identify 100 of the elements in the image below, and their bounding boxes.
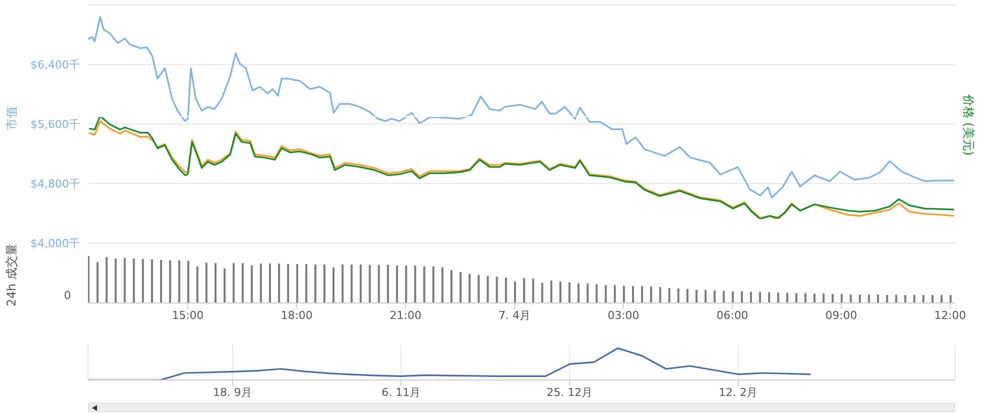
y-tick-label: $5,600千: [30, 118, 80, 131]
bar: [196, 266, 198, 303]
bar: [686, 288, 688, 303]
bar: [677, 288, 680, 303]
bar: [704, 290, 707, 303]
bar: [586, 283, 589, 303]
bar: [523, 278, 526, 303]
bar: [478, 274, 480, 303]
bar: [205, 262, 208, 303]
bar: [150, 259, 153, 303]
bar: [895, 295, 898, 303]
bar: [732, 291, 734, 303]
bar: [668, 288, 670, 303]
bar: [904, 295, 906, 303]
bar: [596, 284, 598, 303]
bar: [714, 290, 716, 303]
bar: [296, 264, 298, 303]
bar: [868, 294, 870, 303]
bar: [124, 258, 126, 303]
bar: [114, 258, 117, 303]
bar: [468, 274, 471, 303]
x-tick-label: 15:00: [172, 308, 204, 322]
bar: [641, 286, 644, 303]
bar: [795, 293, 798, 303]
x-tick-label: 03:00: [608, 308, 640, 322]
bar: [368, 265, 371, 303]
bar: [950, 295, 952, 303]
text: 0: [64, 289, 71, 302]
bar: [822, 294, 825, 303]
bar: [578, 283, 580, 303]
bar: [414, 265, 416, 303]
bar: [423, 266, 426, 303]
bar: [858, 294, 861, 303]
bar: [504, 278, 507, 303]
x-tick-label: 18. 9月: [213, 386, 252, 399]
bar: [813, 294, 816, 303]
bar: [750, 292, 752, 303]
bar: [759, 292, 762, 303]
bar: [740, 291, 743, 303]
bar: [441, 267, 444, 303]
bar: [496, 276, 498, 303]
y-tick-label: $6,400千: [30, 58, 80, 72]
bar: [342, 264, 344, 303]
bar: [777, 292, 780, 303]
bar: [768, 292, 770, 303]
bar: [604, 285, 607, 303]
bar: [323, 264, 326, 303]
bar: [350, 264, 353, 303]
bar: [106, 257, 108, 303]
bar: [278, 264, 280, 303]
bar: [622, 286, 625, 303]
x-tick-label: 7. 4月: [498, 308, 531, 322]
bar: [840, 294, 843, 303]
x-tick-label: 25. 12月: [546, 386, 593, 399]
bar: [550, 280, 552, 303]
bar: [232, 263, 235, 303]
y-tick-label: $4,000千: [30, 236, 80, 250]
bar: [514, 281, 516, 303]
bar: [214, 263, 217, 303]
bar: [260, 264, 262, 303]
x-tick-label: 12:00: [934, 308, 966, 322]
x-tick-label: 6. 11月: [382, 386, 421, 399]
bar: [160, 260, 162, 303]
bar: [832, 294, 834, 303]
bar: [287, 264, 290, 303]
bar: [659, 287, 662, 303]
x-tick-label: 18:00: [280, 308, 313, 322]
bar: [142, 258, 144, 303]
bar: [178, 260, 180, 303]
bar: [722, 290, 725, 303]
y-tick-label: $4,800千: [30, 177, 80, 190]
bar: [378, 265, 380, 303]
bar: [614, 285, 616, 303]
bar: [332, 267, 334, 303]
bar: [386, 265, 389, 303]
bar: [169, 260, 172, 303]
bar: [568, 282, 570, 303]
bar: [940, 295, 943, 303]
bar: [396, 265, 398, 303]
bar: [886, 295, 888, 303]
x-tick-label: 21:00: [390, 308, 422, 322]
y2-axis-title: 价格 (美元): [960, 94, 976, 156]
y-axis-title: 市值: [4, 106, 20, 130]
bar: [250, 265, 253, 303]
bar: [804, 293, 806, 303]
bar: [532, 278, 534, 303]
bar: [922, 295, 924, 303]
bar: [268, 264, 271, 303]
bar: [632, 286, 634, 303]
bar: [559, 281, 562, 303]
bar: [242, 263, 244, 303]
bar: [187, 260, 190, 303]
bar: [850, 294, 852, 303]
x-tick-label: 09:00: [825, 308, 858, 322]
bar: [314, 264, 316, 303]
bar: [405, 265, 408, 303]
bar: [224, 268, 226, 303]
bar: [432, 266, 434, 303]
bar: [460, 272, 462, 303]
bar: [786, 292, 788, 303]
